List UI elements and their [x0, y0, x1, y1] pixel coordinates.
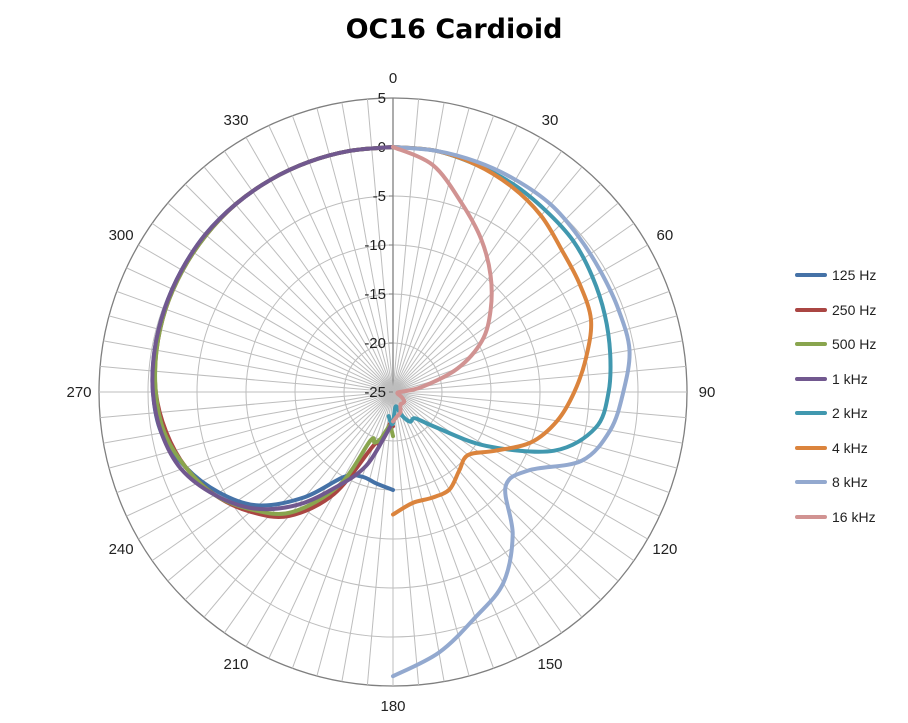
- grid-spoke: [392, 391, 686, 419]
- grid-spoke: [392, 125, 518, 393]
- legend-swatch: [795, 376, 827, 381]
- grid-spoke: [392, 267, 660, 393]
- legend-item: 500 Hz: [795, 327, 876, 362]
- grid-spoke: [184, 391, 394, 601]
- angle-label: 150: [537, 656, 562, 673]
- angle-label: 300: [109, 227, 134, 244]
- radial-tick-label: -25: [364, 384, 386, 401]
- grid-spoke: [392, 391, 563, 634]
- grid-spoke: [392, 391, 445, 682]
- grid-spoke: [392, 391, 470, 677]
- grid-spoke: [116, 391, 394, 494]
- legend-swatch: [795, 445, 827, 450]
- grid-spoke: [392, 365, 686, 393]
- legend-swatch: [795, 514, 827, 519]
- series-line-4-khz: [391, 145, 594, 517]
- legend-item: 125 Hz: [795, 258, 876, 293]
- grid-spoke: [108, 315, 394, 393]
- grid-spoke: [100, 365, 394, 393]
- grid-spoke: [392, 391, 541, 647]
- grid-spoke: [392, 391, 648, 540]
- grid-spoke: [392, 244, 648, 393]
- grid-spoke: [392, 115, 495, 393]
- radial-tick-label: -10: [364, 237, 386, 254]
- angle-label: 210: [223, 656, 248, 673]
- grid-spoke: [366, 391, 394, 685]
- legend-label: 8 kHz: [832, 474, 868, 491]
- legend-item: 4 kHz: [795, 431, 876, 466]
- angle-label: 120: [652, 541, 677, 558]
- grid-spoke: [291, 391, 394, 669]
- grid-spoke: [100, 391, 394, 419]
- angle-label: 270: [66, 384, 91, 401]
- legend-label: 4 kHz: [832, 439, 868, 456]
- legend-item: 2 kHz: [795, 396, 876, 431]
- angle-label: 90: [699, 384, 716, 401]
- legend-label: 16 kHz: [832, 508, 876, 525]
- grid-spoke: [268, 125, 394, 393]
- series-line-2-khz: [386, 145, 613, 454]
- grid-spoke: [392, 391, 420, 685]
- legend-swatch: [795, 480, 827, 485]
- grid-spoke: [108, 391, 394, 469]
- grid-spoke: [167, 391, 394, 582]
- legend: 125 Hz 250 Hz 500 Hz 1 kHz 2 kHz 4 kHz 8 kHz 16…: [795, 258, 876, 534]
- grid-spoke: [392, 290, 670, 393]
- radial-tick-label: 5: [378, 90, 386, 107]
- grid-spoke: [392, 391, 683, 444]
- grid-spoke: [392, 391, 518, 659]
- angle-label: 330: [223, 112, 248, 129]
- radial-tick-label: -20: [364, 335, 386, 352]
- legend-label: 125 Hz: [832, 267, 877, 284]
- series-line-8-khz: [391, 145, 632, 679]
- legend-label: 2 kHz: [832, 405, 868, 422]
- legend-label: 250 Hz: [832, 301, 877, 318]
- legend-item: 250 Hz: [795, 293, 876, 328]
- legend-item: 1 kHz: [795, 362, 876, 397]
- legend-label: 500 Hz: [832, 336, 877, 353]
- angle-label: 0: [389, 70, 397, 87]
- legend-label: 1 kHz: [832, 370, 868, 387]
- radial-tick-label: -15: [364, 286, 386, 303]
- grid-spoke: [392, 391, 678, 469]
- series-line-125-hz: [150, 145, 395, 508]
- angle-labels: 0 30 60 90 120 150 180 210 240 270 300 330: [66, 70, 715, 715]
- legend-item: 16 kHz: [795, 500, 876, 535]
- grid-spoke: [392, 391, 583, 618]
- grid-spoke: [245, 391, 394, 647]
- grid-spoke: [392, 222, 635, 393]
- series-line-1-khz: [150, 145, 395, 512]
- grid-spoke: [151, 391, 394, 562]
- legend-swatch: [795, 307, 827, 312]
- series-lines: [150, 145, 632, 679]
- grid-spoke: [126, 267, 394, 393]
- radial-tick-label: -5: [373, 188, 386, 205]
- grid-spoke: [392, 340, 683, 393]
- grid-spoke: [223, 391, 394, 634]
- chart-title: OC16 Cardioid: [345, 14, 563, 45]
- legend-swatch: [795, 342, 827, 347]
- series-line-16-khz: [391, 145, 494, 424]
- grid-spoke: [126, 391, 394, 517]
- angle-label: 30: [542, 112, 559, 129]
- angle-label: 60: [657, 227, 674, 244]
- angle-label: 180: [380, 698, 405, 715]
- grid-spoke: [392, 391, 660, 517]
- grid-spoke: [103, 340, 394, 393]
- legend-item: 8 kHz: [795, 465, 876, 500]
- grid-spoke: [392, 391, 495, 669]
- legend-swatch: [795, 411, 827, 416]
- grid-spoke: [392, 202, 619, 393]
- angle-label: 240: [109, 541, 134, 558]
- legend-swatch: [795, 273, 827, 278]
- grid-spoke: [392, 391, 602, 601]
- grid-spoke: [268, 391, 394, 659]
- grid-spoke: [138, 391, 394, 540]
- grid-spoke: [103, 391, 394, 444]
- radial-axis-ticks: 50-5-10-15-20-25: [364, 90, 393, 401]
